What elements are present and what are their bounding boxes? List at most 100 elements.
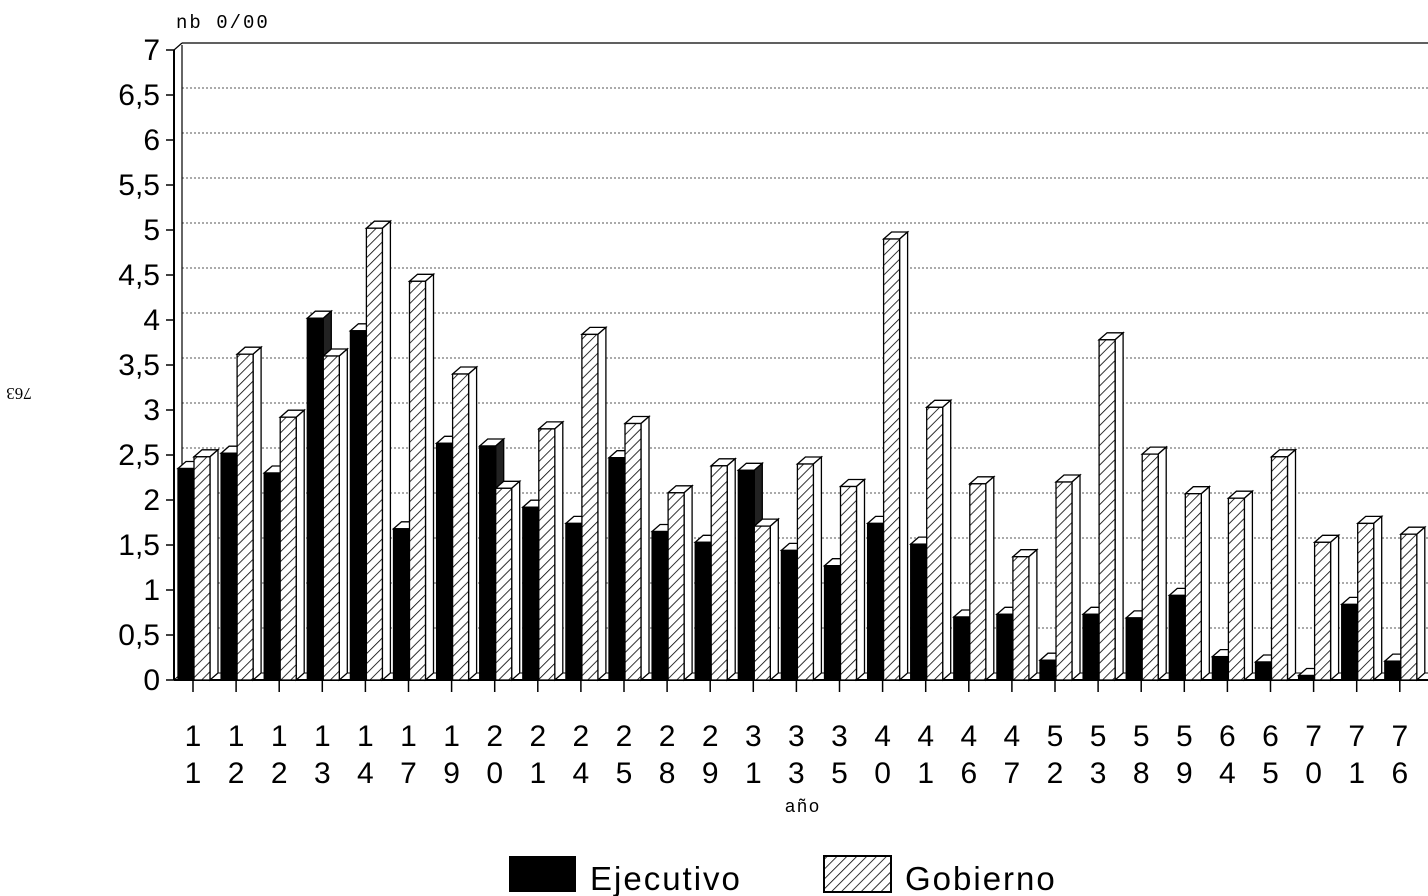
bar-side-face <box>1028 548 1038 682</box>
x-tick-label: 8 <box>1133 757 1150 790</box>
bar-gobierno <box>752 517 781 682</box>
bar-front-face <box>1184 493 1202 681</box>
corner-line <box>173 42 183 51</box>
bar-front-face <box>1039 659 1057 681</box>
x-tick-label: 7 <box>1348 720 1365 753</box>
bar-gobierno <box>1097 331 1125 682</box>
x-tick-label: 2 <box>702 720 719 753</box>
bar-front-face <box>1313 541 1332 681</box>
x-tick-label: 5 <box>1090 720 1107 753</box>
bar-front-face <box>882 238 901 681</box>
bar-side-face <box>898 230 909 682</box>
x-tick-label: 7 <box>1305 720 1322 753</box>
bar-side-face <box>209 448 219 682</box>
x-tick-label: 5 <box>1047 720 1064 753</box>
bar-gobierno <box>666 484 694 682</box>
y-tick-label: 6 <box>143 124 160 157</box>
x-tick-label: 1 <box>917 757 934 790</box>
bar-front-face <box>392 528 411 681</box>
bar-gobierno <box>1312 533 1341 682</box>
bar-side-face <box>295 408 305 682</box>
bar-front-face <box>236 353 254 681</box>
x-tick-label: 4 <box>874 720 891 753</box>
bar-side-face <box>381 219 392 682</box>
bar-gobierno <box>838 478 867 682</box>
x-tick-label: 3 <box>314 757 331 790</box>
x-tick-label: 2 <box>616 720 633 753</box>
bar-front-face <box>1012 556 1030 681</box>
bar-front-face <box>694 541 712 681</box>
bar-front-face <box>322 355 340 681</box>
bar-front-face <box>435 442 454 681</box>
x-tick-label: 6 <box>960 757 977 790</box>
x-tick-label: 4 <box>1219 757 1236 790</box>
bar-front-face <box>969 483 987 681</box>
bar-gobierno <box>450 365 479 682</box>
bars <box>176 219 1427 682</box>
bar-gobierno <box>321 347 350 682</box>
bar-front-face <box>479 445 497 681</box>
bar-side-face <box>985 475 995 682</box>
x-tick-label: 0 <box>1305 757 1322 790</box>
x-tick-label: 6 <box>1391 757 1408 790</box>
bar-side-face <box>1157 445 1167 682</box>
x-tick-label: 1 <box>529 757 546 790</box>
x-tick-label: 3 <box>788 757 805 790</box>
bar-gobierno <box>364 219 393 682</box>
bar-front-face <box>710 465 728 681</box>
bar-front-face <box>1227 497 1246 681</box>
bar-front-face <box>193 456 211 681</box>
bar-side-face <box>467 365 478 682</box>
bar-front-face <box>996 613 1014 681</box>
bar-front-face <box>651 530 669 681</box>
x-tick-label: 6 <box>1262 720 1279 753</box>
bar-front-face <box>866 522 885 681</box>
bar-side-face <box>1200 485 1210 682</box>
bar-front-face <box>408 280 427 681</box>
x-tick-label: 2 <box>529 720 546 753</box>
x-tick-label: 1 <box>357 720 374 753</box>
bar-gobierno <box>795 455 824 682</box>
bar-side-face <box>597 325 607 682</box>
bar-side-face <box>1286 448 1297 682</box>
x-tick-label: 1 <box>228 720 245 753</box>
x-tick-label: 9 <box>443 757 460 790</box>
bar-front-face <box>953 616 971 681</box>
x-tick-label: 9 <box>1176 757 1193 790</box>
bar-side-face <box>1329 533 1340 682</box>
legend-swatch-ejecutivo <box>509 856 576 892</box>
bar-gobierno <box>1399 525 1427 682</box>
x-tick-label: 2 <box>228 757 245 790</box>
axis-labels: 00,511,522,533,544,555,566,5711121213141… <box>118 34 1408 790</box>
y-tick-label: 1,5 <box>118 529 160 562</box>
bar-front-face <box>1270 456 1289 681</box>
x-tick-label: 7 <box>1391 720 1408 753</box>
bar-gobierno <box>623 415 651 682</box>
bar-front-face <box>495 487 513 681</box>
x-tick-label: 4 <box>960 720 977 753</box>
x-tick-label: 1 <box>185 720 202 753</box>
x-tick-label: 2 <box>573 720 590 753</box>
bar-side-face <box>338 347 348 682</box>
bar-side-face <box>769 517 779 682</box>
legend: Ejecutivo Gobierno <box>509 855 1055 896</box>
bar-front-face <box>667 492 685 681</box>
x-tick-label: 0 <box>486 757 503 790</box>
x-tick-label: 0 <box>874 757 891 790</box>
bar-front-face <box>780 549 799 681</box>
y-tick-label: 4,5 <box>118 259 160 292</box>
x-tick-label: 4 <box>1004 720 1021 753</box>
bar-side-face <box>812 455 823 682</box>
bar-gobierno <box>1355 514 1384 682</box>
bar-gobierno <box>968 475 996 682</box>
x-tick-label: 4 <box>573 757 590 790</box>
y-axis-label: nb 0/00 <box>176 12 270 34</box>
bar-front-face <box>910 543 928 681</box>
legend-label-ejecutivo: Ejecutivo <box>590 860 742 896</box>
bar-front-face <box>624 422 642 681</box>
x-tick-label: 1 <box>185 757 202 790</box>
x-tick-label: 2 <box>271 757 288 790</box>
bar-front-face <box>349 330 368 681</box>
x-tick-label: 9 <box>702 757 719 790</box>
bar-front-face <box>522 506 540 681</box>
